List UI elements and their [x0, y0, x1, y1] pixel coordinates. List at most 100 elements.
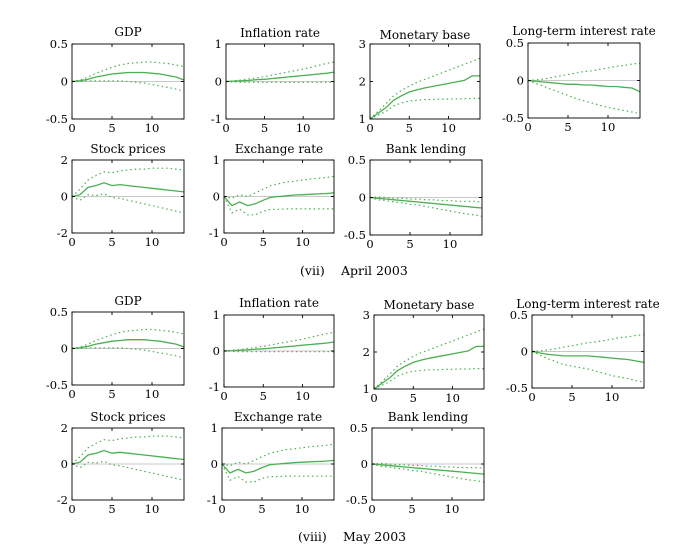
- upper-band-line: [225, 61, 335, 83]
- x-tick-label: 0: [68, 502, 75, 516]
- y-tick-label: 0.5: [350, 421, 368, 435]
- lower-band-line: [369, 196, 483, 217]
- x-tick-label: 10: [443, 237, 458, 251]
- y-tick-label: 3: [363, 308, 370, 322]
- caption-number-viii: (viii): [298, 529, 327, 544]
- y-tick-label: -1: [207, 493, 218, 507]
- x-tick-label: 0: [68, 235, 75, 249]
- x-tick-label: 5: [261, 121, 268, 135]
- panel-title: Stock prices: [90, 142, 165, 156]
- x-tick-label: 5: [406, 121, 413, 135]
- x-tick-label: 10: [145, 121, 160, 135]
- lower-band-line: [72, 80, 185, 92]
- y-tick-label: -0.5: [502, 111, 524, 125]
- y-tick-label: 0: [521, 345, 528, 359]
- y-tick-label: -0.5: [346, 493, 368, 507]
- upper-band-line: [71, 167, 185, 197]
- panel-title: Inflation rate: [240, 26, 320, 40]
- x-tick-label: 5: [408, 502, 415, 516]
- mean-response-line: [373, 345, 484, 390]
- panel-title: GDP: [114, 25, 141, 39]
- y-tick-label: 0.5: [510, 308, 528, 322]
- y-tick-label: 0.5: [348, 153, 366, 167]
- mean-response-line: [225, 71, 335, 83]
- x-tick-label: 5: [258, 502, 265, 516]
- lower-band-line: [527, 79, 641, 115]
- y-tick-label: -2: [57, 226, 68, 240]
- y-tick-label: -0.5: [344, 228, 366, 242]
- mean-response-line: [71, 182, 185, 198]
- mean-response-line: [527, 79, 641, 93]
- x-tick-label: 0: [220, 389, 227, 403]
- x-tick-label: 10: [445, 391, 460, 405]
- lower-band-line: [531, 350, 645, 383]
- x-tick-label: 0: [528, 390, 535, 404]
- y-tick-label: -0.5: [506, 381, 528, 395]
- upper-band-line: [223, 331, 335, 352]
- x-tick-label: 5: [108, 235, 115, 249]
- upper-band-line: [223, 175, 335, 199]
- x-tick-label: 5: [410, 391, 417, 405]
- x-tick-label: 5: [260, 389, 267, 403]
- x-tick-label: 5: [568, 390, 575, 404]
- x-tick-label: 0: [68, 121, 75, 135]
- x-tick-label: 10: [296, 121, 311, 135]
- y-tick-label: -2: [57, 493, 68, 507]
- upper-band-line: [369, 57, 481, 120]
- y-tick-label: -0.5: [46, 112, 68, 126]
- y-tick-label: -1: [209, 380, 220, 394]
- y-tick-label: 0: [359, 191, 366, 205]
- y-tick-label: 0: [61, 342, 68, 356]
- panel-title: GDP: [114, 294, 141, 308]
- x-tick-label: 0: [366, 121, 373, 135]
- x-tick-label: 5: [564, 120, 571, 134]
- panel-title: Bank lending: [388, 410, 469, 424]
- y-tick-label: 0.5: [50, 305, 68, 319]
- y-tick-label: 2: [61, 421, 68, 435]
- x-tick-label: 10: [295, 235, 310, 249]
- upper-band-line: [71, 61, 185, 83]
- upper-band-line: [71, 328, 185, 350]
- lower-band-line: [373, 368, 484, 390]
- x-tick-label: 10: [605, 390, 620, 404]
- y-tick-label: 0.5: [506, 36, 524, 50]
- panel-title: Exchange rate: [235, 142, 323, 156]
- y-tick-label: 1: [363, 382, 370, 396]
- x-tick-label: 0: [368, 502, 375, 516]
- panel-title: Monetary base: [380, 28, 471, 42]
- y-tick-label: 1: [215, 37, 222, 51]
- x-tick-label: 10: [145, 387, 160, 401]
- y-tick-label: -1: [211, 112, 222, 126]
- y-tick-label: 0.5: [50, 37, 68, 51]
- caption-label-april-2003: April 2003: [340, 263, 408, 278]
- x-tick-label: 10: [145, 502, 160, 516]
- y-tick-label: 2: [363, 345, 370, 359]
- mean-response-line: [71, 449, 185, 465]
- panel: Monetary base 0 5 10 1 2 3: [359, 28, 481, 135]
- lower-band-line: [71, 460, 185, 481]
- panel-title: Bank lending: [386, 142, 467, 156]
- y-tick-label: 2: [61, 153, 68, 167]
- mean-response-line: [531, 350, 645, 364]
- lower-band-line: [223, 196, 334, 216]
- caption-number-vii: (vii): [300, 263, 325, 278]
- y-tick-label: 3: [359, 37, 366, 51]
- panel-title: Stock prices: [90, 410, 165, 424]
- x-tick-label: 10: [295, 389, 310, 403]
- x-tick-label: 0: [370, 391, 377, 405]
- x-tick-label: 0: [366, 237, 373, 251]
- x-tick-label: 5: [108, 387, 115, 401]
- x-tick-label: 10: [441, 121, 456, 135]
- x-tick-label: 5: [260, 235, 267, 249]
- mean-response-line: [223, 341, 335, 352]
- x-tick-label: 5: [108, 502, 115, 516]
- x-tick-label: 5: [108, 121, 115, 135]
